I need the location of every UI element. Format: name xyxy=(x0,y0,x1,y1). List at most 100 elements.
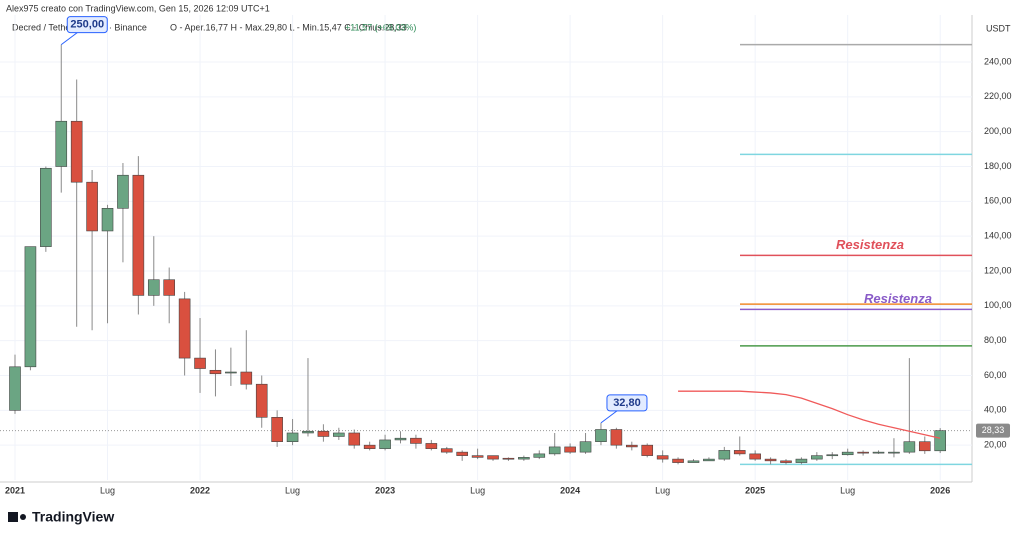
candle-body xyxy=(440,448,453,453)
level-label: Resistenza xyxy=(864,291,932,306)
candle-body xyxy=(656,455,669,460)
candle-body xyxy=(240,371,253,385)
ohlc: O - Aper.16,77 H - Max.29,80 L - Min.15,… xyxy=(170,22,407,32)
candle-body xyxy=(811,455,823,460)
author: Alex975 creato con TradingView.com, Gen … xyxy=(6,3,270,13)
x-tick-label: 2026 xyxy=(930,485,950,495)
y-tick-label: 80,00 xyxy=(984,335,1007,345)
candle-body xyxy=(456,451,468,456)
candle-body xyxy=(780,460,792,463)
x-tick-label: 2024 xyxy=(560,485,580,495)
x-tick-label: 2022 xyxy=(190,485,210,495)
candle-body xyxy=(826,454,839,457)
change: +11,57 (+69,03%) xyxy=(345,22,416,32)
candle-body xyxy=(86,181,98,232)
candle-body xyxy=(363,444,376,449)
candle-body xyxy=(101,208,114,232)
candle-body xyxy=(625,444,638,448)
x-tick-label: Lug xyxy=(470,485,485,495)
candle-body xyxy=(641,444,654,456)
level-label: Resistenza xyxy=(836,237,904,252)
candle-body xyxy=(733,450,746,455)
callout-box xyxy=(606,394,648,412)
last-price-label: 28,33 xyxy=(982,425,1005,435)
candle-body xyxy=(548,446,561,455)
x-tick-label: 2023 xyxy=(375,485,395,495)
y-tick-label: 180,00 xyxy=(984,161,1012,171)
candle-body xyxy=(518,457,530,460)
candle-body xyxy=(132,174,145,296)
x-tick-label: 2021 xyxy=(5,485,25,495)
candle-body xyxy=(271,417,283,442)
candle-body xyxy=(379,439,391,449)
callout-pointer xyxy=(60,32,78,46)
callout-box xyxy=(66,16,108,34)
candle-body xyxy=(718,450,731,460)
candle-body xyxy=(255,383,268,418)
callout-pointer xyxy=(600,410,618,424)
y-tick-label: 240,00 xyxy=(984,56,1012,66)
candle-body xyxy=(934,430,947,452)
moving-average xyxy=(678,390,941,439)
candle-body xyxy=(348,432,361,446)
y-tick-label: 200,00 xyxy=(984,126,1012,136)
x-tick-label: 2025 xyxy=(745,485,765,495)
candle-body xyxy=(579,441,592,453)
candle-body xyxy=(487,455,499,460)
y-unit: USDT xyxy=(986,23,1011,33)
callout-label: 32,80 xyxy=(613,397,641,409)
candle-body xyxy=(533,453,546,458)
y-tick-label: 40,00 xyxy=(984,405,1007,415)
candle-body xyxy=(9,366,21,411)
x-tick-label: Lug xyxy=(655,485,670,495)
candle-body xyxy=(55,120,68,167)
callout-label: 250,00 xyxy=(70,19,104,31)
y-tick-label: 160,00 xyxy=(984,196,1012,206)
candle-body xyxy=(70,120,83,183)
candle-body xyxy=(117,174,129,209)
candle-body xyxy=(40,167,52,247)
y-tick-label: 60,00 xyxy=(984,370,1007,380)
candle-body xyxy=(163,279,175,296)
candle-body xyxy=(302,430,314,434)
candle-body xyxy=(872,451,885,454)
candle-body xyxy=(888,451,900,454)
candle-body xyxy=(595,429,607,442)
candle-body xyxy=(564,446,576,453)
candle-body xyxy=(178,298,191,359)
candle-body xyxy=(918,441,931,452)
candle-body xyxy=(286,432,299,442)
candle-body xyxy=(749,453,761,460)
candle-body xyxy=(317,430,330,437)
candle-body xyxy=(471,455,484,458)
candle-body xyxy=(764,458,777,462)
x-tick-label: Lug xyxy=(840,485,855,495)
y-tick-label: 20,00 xyxy=(984,440,1007,450)
candle-body xyxy=(194,357,206,369)
y-tick-label: 220,00 xyxy=(984,91,1012,101)
last-price-tag xyxy=(976,423,1010,438)
y-tick-label: 100,00 xyxy=(984,300,1012,310)
candle-body xyxy=(687,460,700,463)
candle-body xyxy=(703,458,715,462)
x-tick-label: Lug xyxy=(100,485,115,495)
candle-body xyxy=(857,451,869,454)
candle-body xyxy=(225,371,237,374)
candle-body xyxy=(333,432,345,437)
candle-body xyxy=(394,437,407,441)
x-tick-label: Lug xyxy=(285,485,300,495)
candle-body xyxy=(672,458,684,463)
candle-body xyxy=(841,451,854,456)
y-tick-label: 120,00 xyxy=(984,265,1012,275)
candle-body xyxy=(425,443,438,449)
candle-body xyxy=(610,429,623,446)
candle-body xyxy=(410,437,422,444)
logo: TradingView xyxy=(32,509,114,525)
candle-body xyxy=(209,369,222,375)
y-tick-label: 140,00 xyxy=(984,231,1012,241)
candle-body xyxy=(502,457,515,460)
candle-body xyxy=(903,441,916,453)
candle-body xyxy=(147,279,160,296)
candle-body xyxy=(24,246,37,368)
